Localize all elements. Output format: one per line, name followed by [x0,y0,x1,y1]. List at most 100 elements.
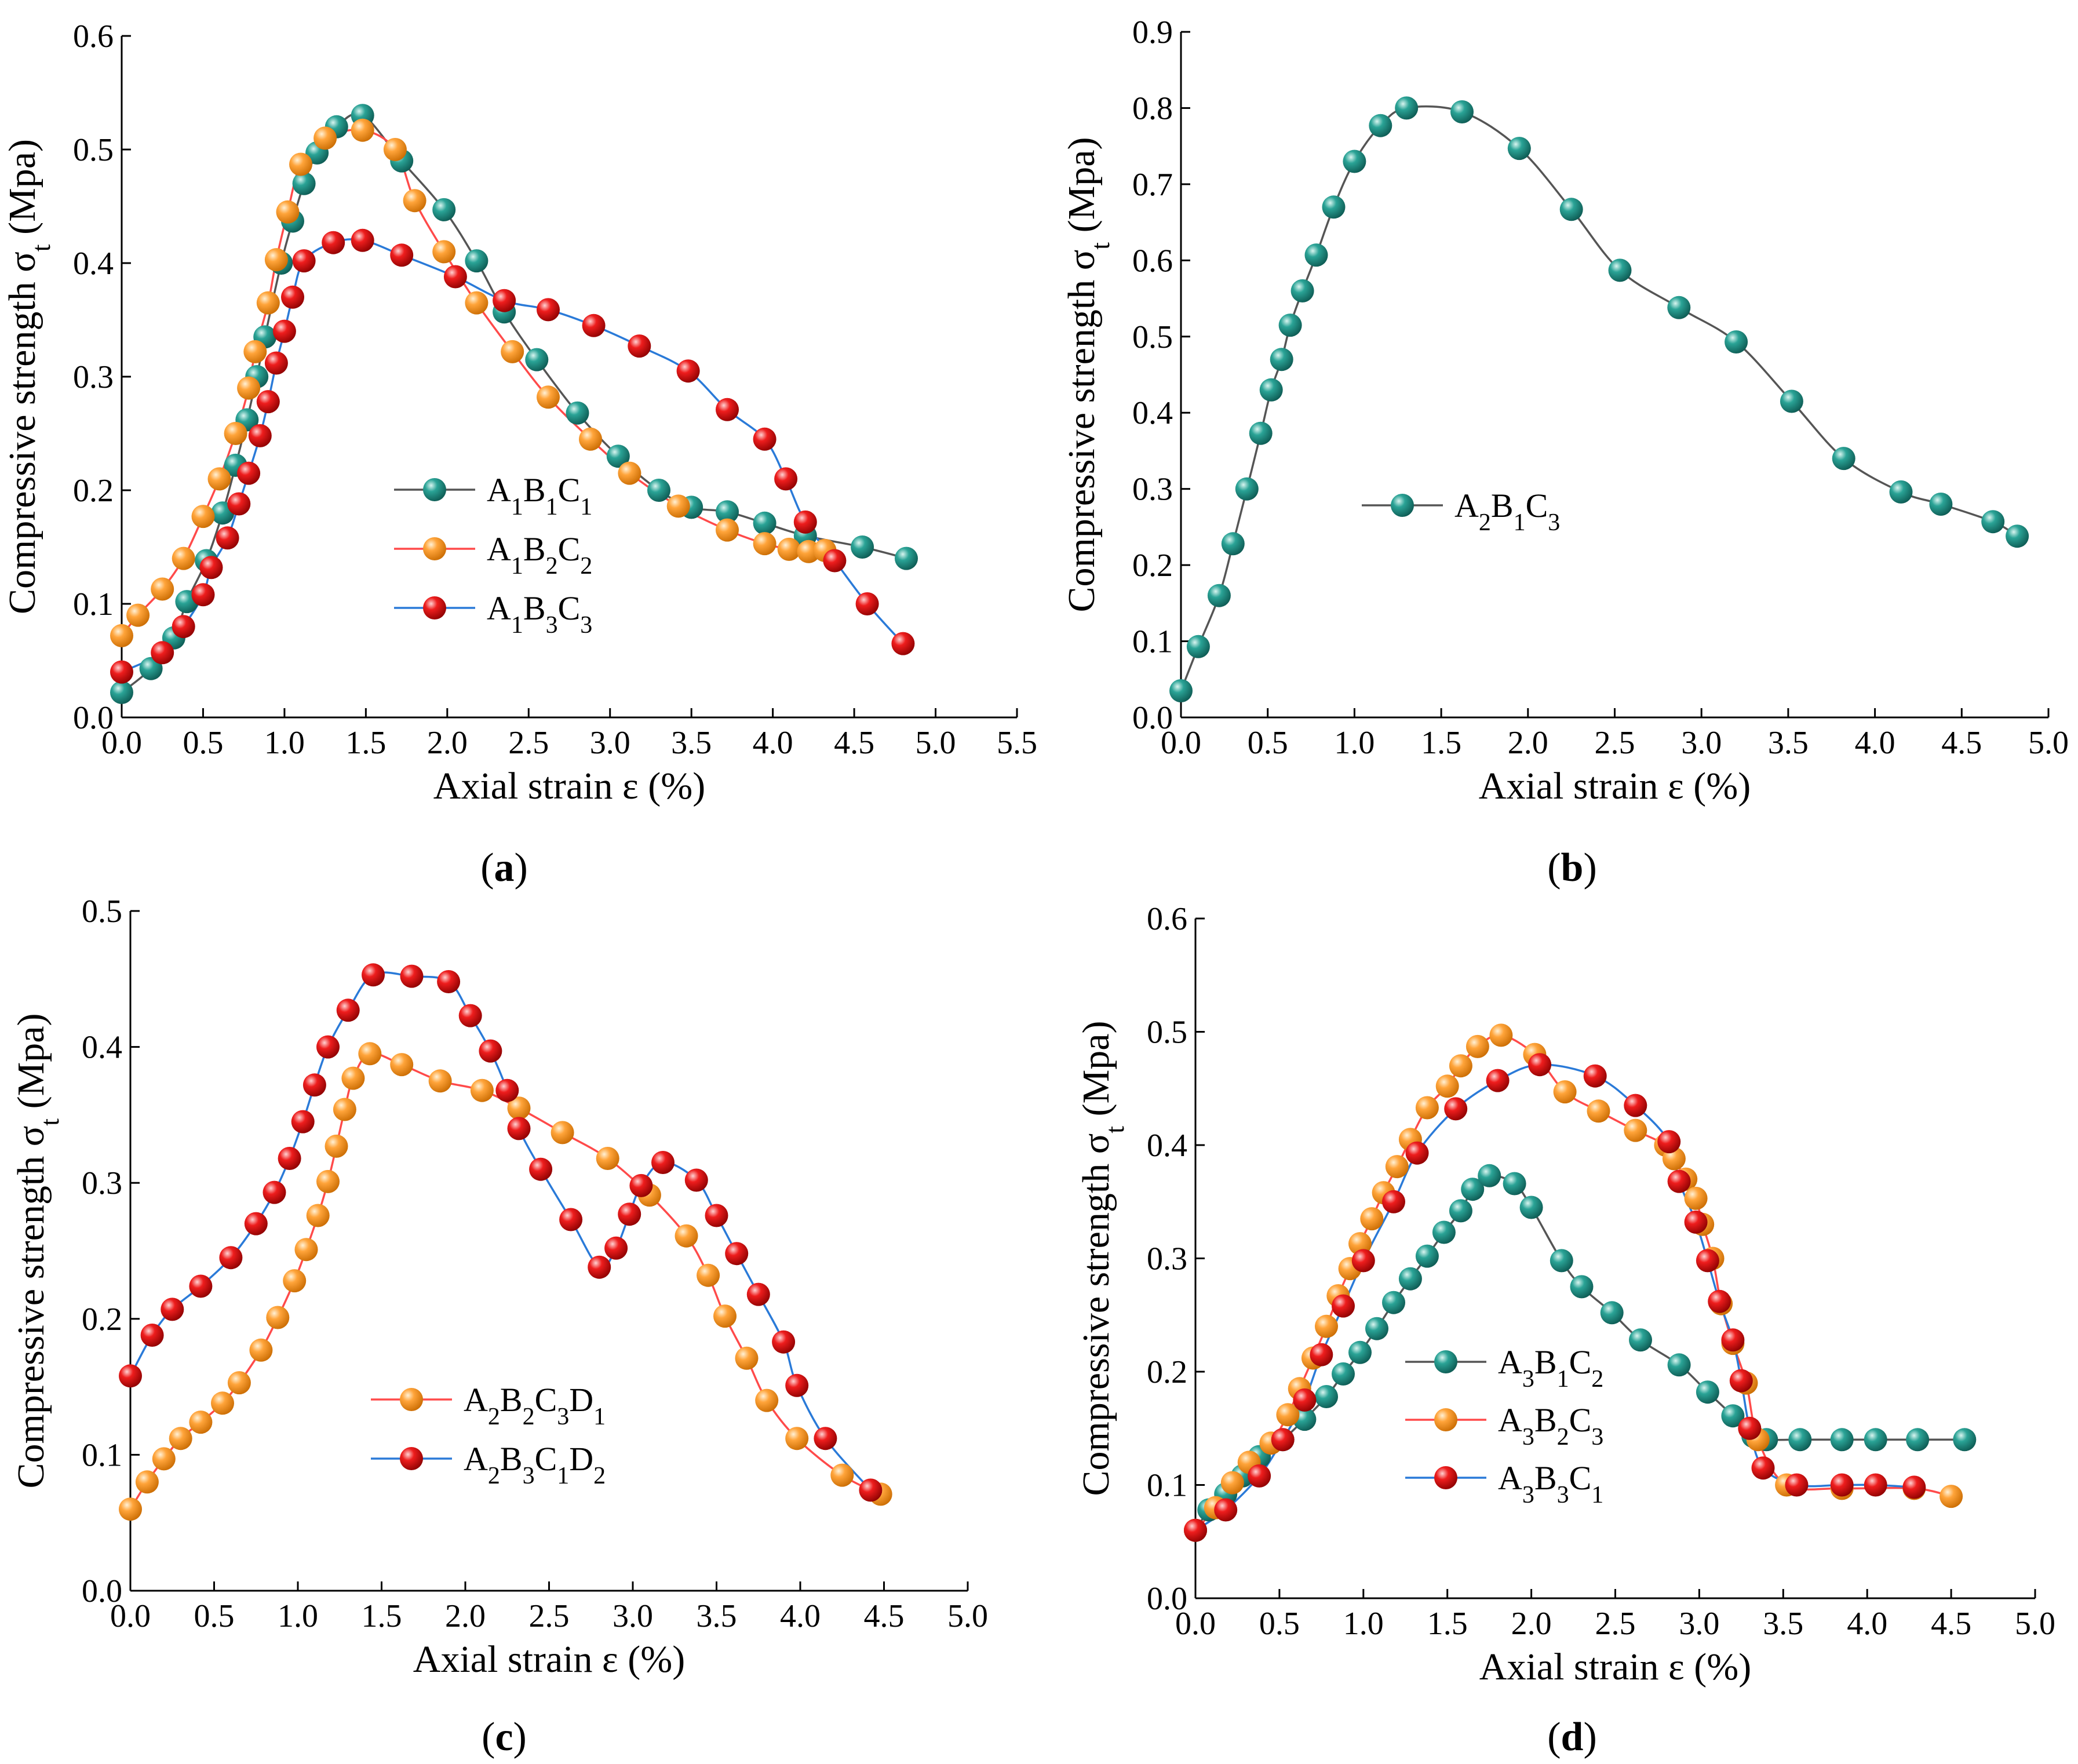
data-point-A2B3C1D2 [705,1204,728,1227]
legend-label-A2B3C1D2: A2B3C1D2 [464,1440,606,1489]
y-tick-label: 0.2 [1132,548,1173,584]
data-point-A2B3C1D2 [629,1173,653,1197]
data-point-A3B3C1 [1729,1369,1753,1393]
data-point-A1B2C2 [432,240,456,264]
data-point-A2B3C1D2 [362,963,385,987]
data-point-A2B3C1D2 [119,1364,142,1388]
legend-label-part: B [1491,487,1514,524]
data-point-A1B3C3 [537,298,560,322]
data-point-A3B2C3 [1940,1485,1963,1508]
data-point-A2B3C1D2 [814,1427,837,1450]
legend-label-A2B1C3: A2B1C3 [1454,487,1560,536]
y-tick-label: 0.5 [73,132,114,168]
data-point-A3B3C1 [1830,1473,1854,1497]
data-point-A1B1C1 [716,500,739,524]
data-point-A3B1C2 [1570,1275,1594,1299]
data-point-A2B2C3D1 [316,1169,340,1193]
data-point-A2B1C3 [1207,584,1231,607]
panel-label-letter: d [1561,1715,1584,1759]
y-tick-label: 0.2 [82,1302,122,1337]
data-point-A2B2C3D1 [697,1263,720,1287]
legend-label-part: 1 [511,494,523,520]
data-point-A2B3C1D2 [495,1078,519,1102]
data-point-A1B3C3 [248,424,272,447]
y-tick-label: 0.3 [1132,472,1173,508]
x-tick-label: 0.5 [1259,1606,1300,1642]
y-tick-label: 0.0 [73,700,114,736]
data-point-A3B3C1 [1271,1428,1295,1452]
data-point-A1B3C3 [891,632,915,655]
data-point-A1B2C2 [501,340,524,363]
legend-label-A3B1C2: A3B1C2 [1498,1343,1603,1393]
legend-label-part: B [500,1440,523,1478]
data-point-A2B3C1D2 [684,1168,708,1192]
data-point-A2B3C1D2 [529,1157,553,1181]
data-point-A3B3C1 [1902,1475,1926,1499]
y-tick-label: 0.9 [1132,14,1173,50]
data-point-A1B2C2 [465,291,488,315]
data-point-A2B1C3 [1832,447,1855,471]
x-tick-label: 4.0 [780,1598,821,1634]
panel-label-a: (a) [480,845,528,890]
data-point-A3B1C2 [1449,1199,1472,1223]
legend-label-part: 1 [1557,1366,1569,1393]
data-point-A3B2C3 [1360,1207,1384,1231]
legend-label-part: A [487,530,511,568]
data-point-A1B3C3 [493,289,516,312]
data-point-A2B1C3 [1186,635,1210,658]
legend-label-part: 1 [1514,509,1526,536]
data-point-A3B2C3 [1465,1034,1489,1058]
y-tick-label: 0.5 [1147,1015,1187,1051]
data-point-A1B3C3 [443,265,467,289]
legend-label-part: C [535,1381,557,1419]
data-point-A2B2C3D1 [306,1204,330,1227]
data-point-A2B3C1D2 [458,1004,482,1027]
panel-label-d: (d) [1547,1715,1597,1759]
data-point-A1B2C2 [618,461,641,485]
legend-label-part: 1 [557,1463,569,1489]
data-point-A2B1C3 [1270,348,1293,371]
data-point-A2B3C1D2 [244,1212,268,1235]
legend-label-part: B [523,589,546,627]
x-tick-label: 5.0 [947,1598,988,1634]
x-tick-label: 2.0 [1508,725,1548,761]
series-line-A1B2C2 [121,129,825,636]
legend-label-part: B [523,530,546,568]
panel-label-c: (c) [482,1715,527,1759]
x-tick-label: 3.5 [1768,725,1809,761]
data-point-A1B1C1 [851,535,874,559]
chart-panel-d: 0.0 0.5 1.0 1.5 2.0 2.5 3.0 3.5 4.0 4.5 5.0 0.0 0.1 0… [1075,901,2055,1759]
legend-label-part: B [1534,1401,1557,1439]
x-tick-label: 5.0 [2028,725,2069,761]
y-tick-label: 0.2 [73,473,114,509]
data-point-A3B3C1 [1583,1064,1607,1088]
legend-label-part: C [1569,1343,1592,1381]
legend-marker-A3B1C2 [1434,1350,1457,1373]
data-point-A2B2C3D1 [358,1042,382,1066]
panel-label-b: (b) [1547,845,1597,890]
legend-marker-A3B3C1 [1434,1466,1457,1489]
y-tick-label: 0.6 [1147,901,1187,937]
legend-label-part: 1 [1591,1482,1603,1508]
data-point-A1B3C3 [256,390,280,414]
data-point-A1B3C3 [172,615,195,639]
legend-label-part: 2 [1591,1366,1603,1393]
data-point-A3B1C2 [1519,1196,1543,1219]
data-point-A3B3C1 [1657,1130,1681,1154]
data-point-A3B3C1 [1486,1069,1510,1092]
legend-label-part: A [1498,1343,1522,1381]
y-tick-label: 0.0 [82,1573,122,1609]
legend-label-A1B3C3: A1B3C3 [487,589,592,639]
panel-label-paren: ) [1583,845,1596,890]
data-point-A2B1C3 [1667,296,1691,319]
y-tick-label: 0.4 [1147,1128,1187,1164]
y-axis-title-unit: (Mpa) [1075,1021,1117,1125]
data-point-A2B1C3 [1290,279,1314,302]
legend-label-part: B [1534,1343,1557,1381]
data-point-A3B3C1 [1248,1464,1271,1488]
data-point-A1B2C2 [313,126,337,150]
data-point-A1B3C3 [823,549,847,573]
data-point-A1B2C2 [579,427,602,451]
data-point-A1B3C3 [676,359,700,383]
data-point-A1B1C1 [753,511,776,535]
